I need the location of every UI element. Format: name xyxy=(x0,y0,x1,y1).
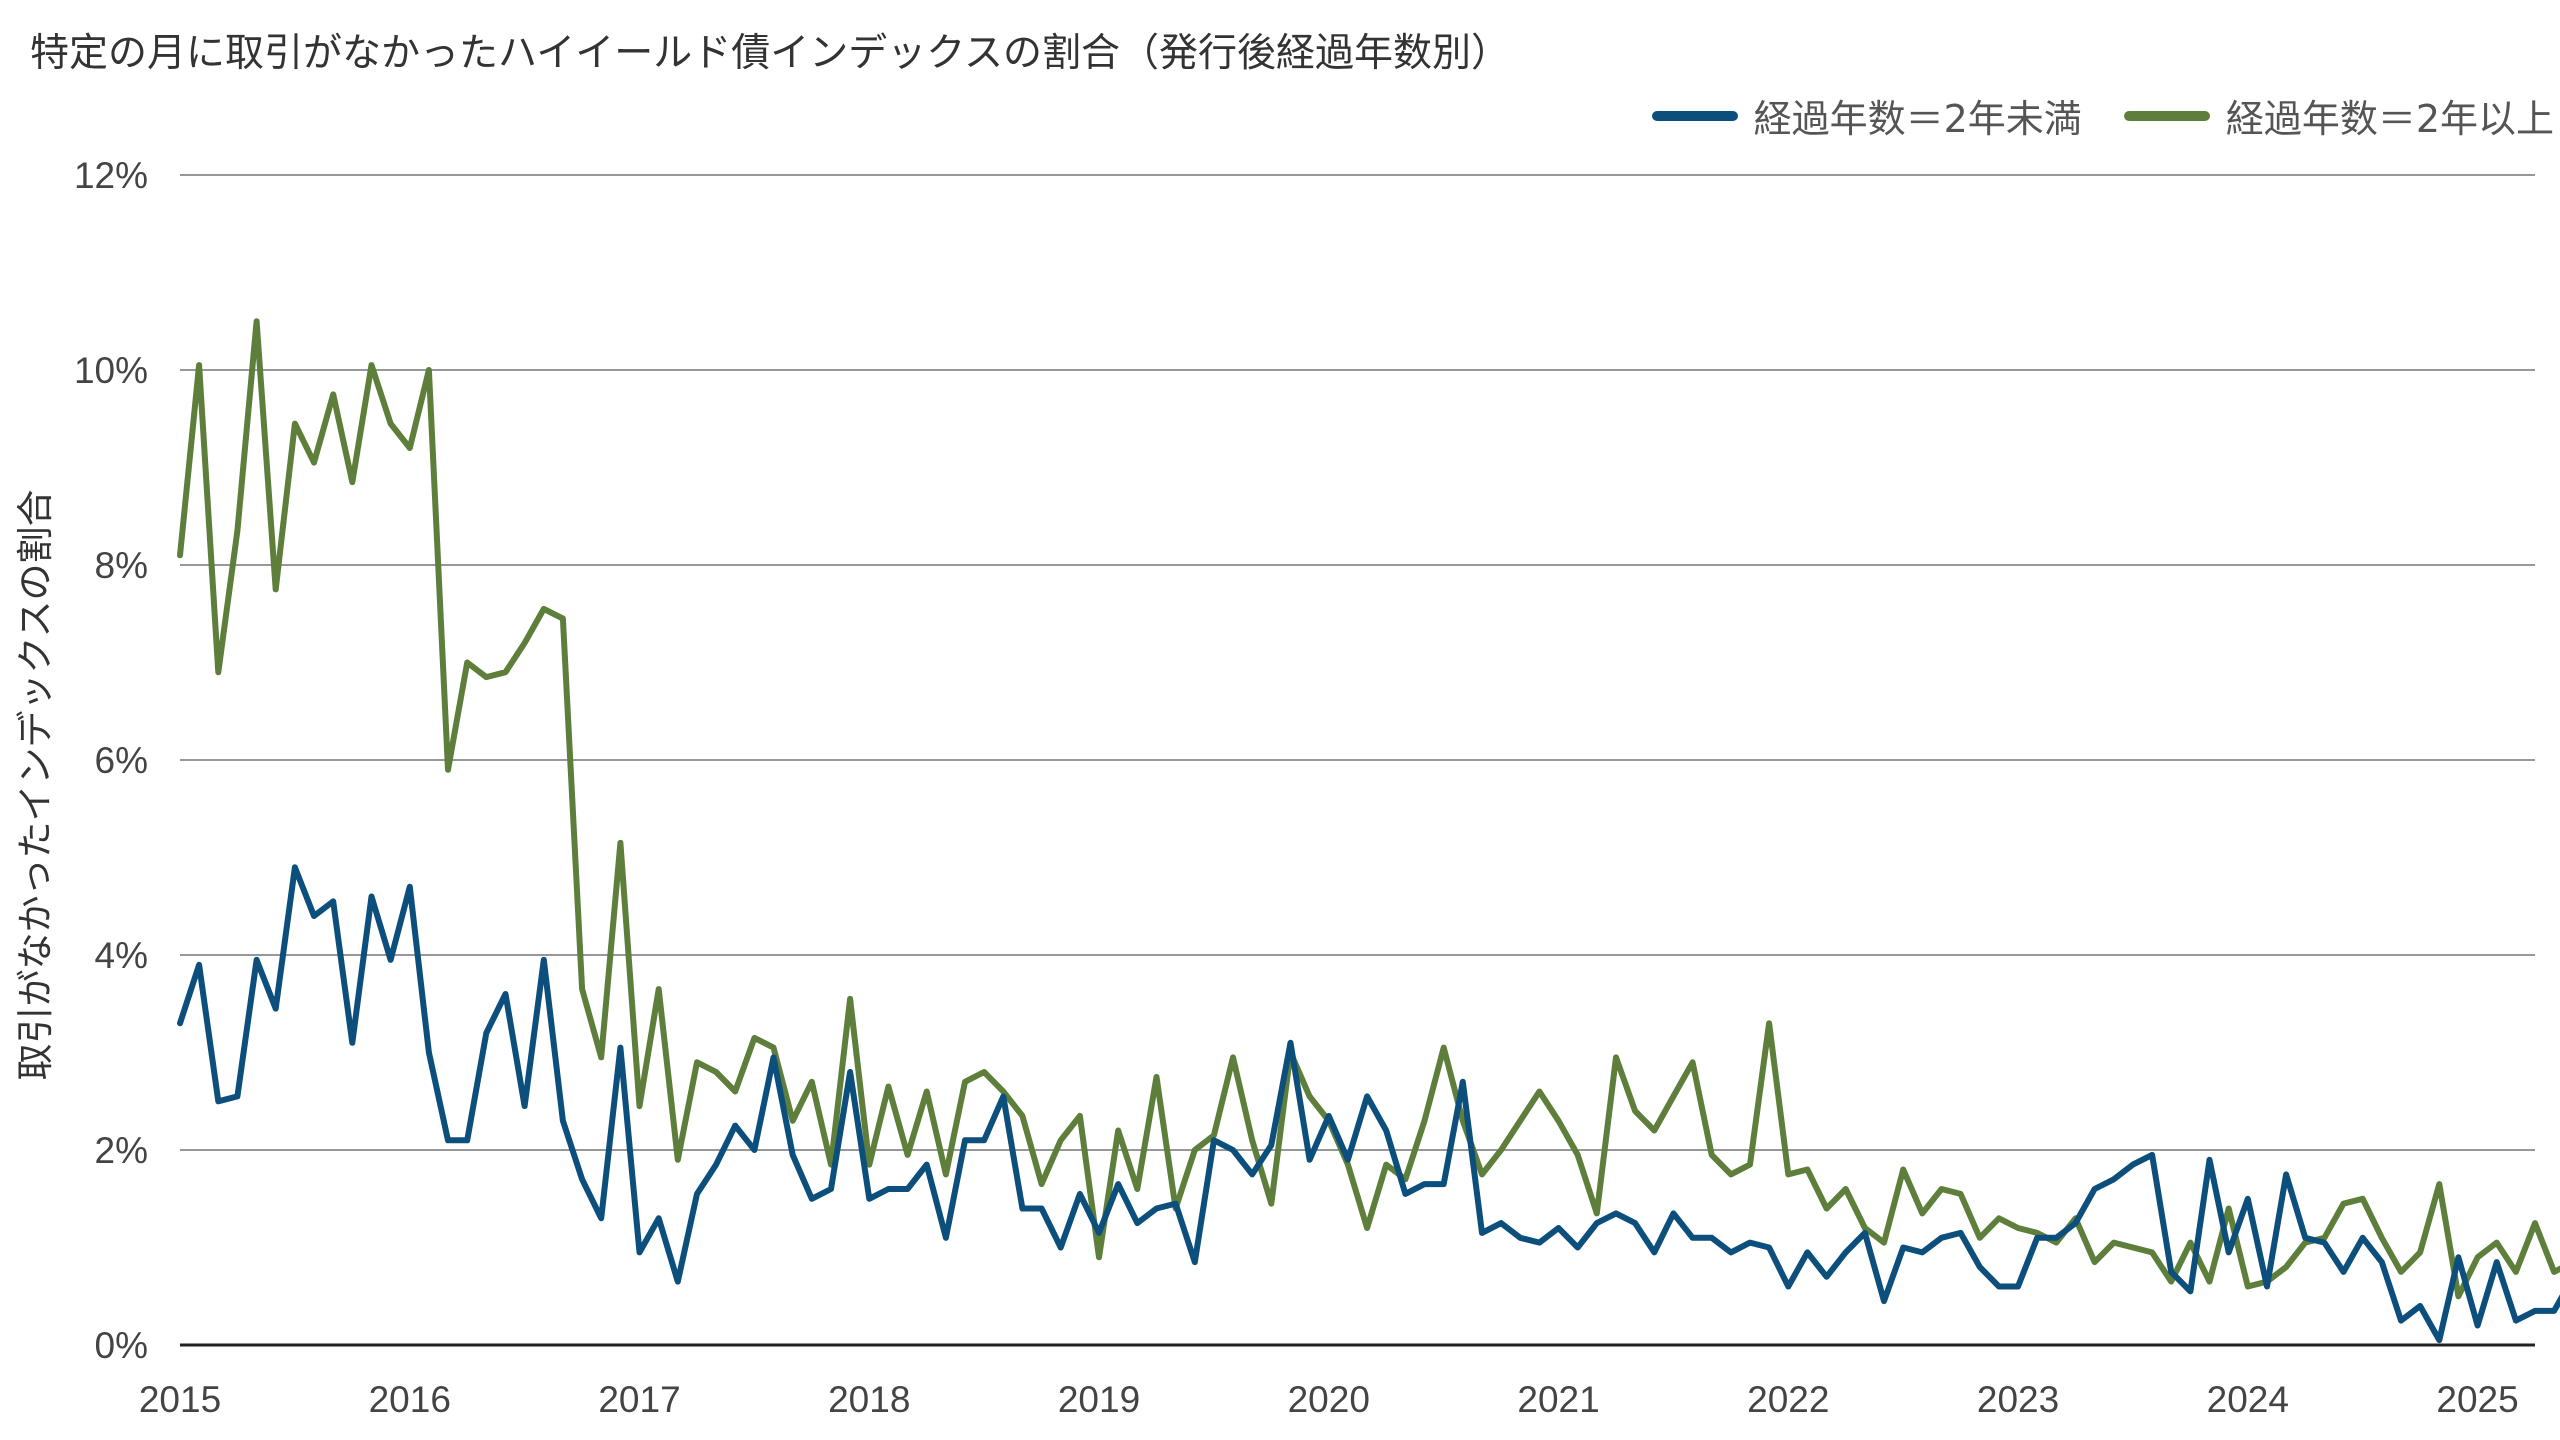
x-tick-label: 2015 xyxy=(139,1379,221,1420)
legend-item-over-2y: 経過年数＝2年以上 xyxy=(2123,88,2554,143)
x-tick-label: 2025 xyxy=(2436,1379,2518,1420)
y-tick-label: 8% xyxy=(95,545,148,586)
y-tick-labels: 0% 2% 4% 6% 8% 10% 12% xyxy=(74,155,148,1366)
series-layer xyxy=(177,318,2560,1344)
grid-layer xyxy=(180,174,2535,1347)
legend-item-under-2y: 経過年数＝2年未満 xyxy=(1651,88,2082,143)
x-tick-label: 2022 xyxy=(1747,1379,1829,1420)
y-tick-label: 12% xyxy=(74,155,148,196)
legend-label-under-2y: 経過年数＝2年未満 xyxy=(1753,97,2082,141)
legend-swatch-over-2y xyxy=(2123,110,2210,121)
x-tick-label: 2020 xyxy=(1288,1379,1370,1420)
y-tick-label: 0% xyxy=(95,1325,148,1366)
chart-legend: 経過年数＝2年未満 経過年数＝2年以上 xyxy=(1610,88,2554,143)
series-line-under-2y xyxy=(177,864,2560,1344)
y-tick-label: 4% xyxy=(95,935,148,976)
series-line-over-2y xyxy=(177,318,2560,1300)
x-tick-label: 2019 xyxy=(1058,1379,1140,1420)
legend-swatch-under-2y xyxy=(1651,110,1738,121)
x-tick-label: 2016 xyxy=(369,1379,451,1420)
x-tick-labels: 2015 2016 2017 2018 2019 2020 2021 2022 2023 2024… xyxy=(139,1379,2519,1420)
x-tick-label: 2017 xyxy=(598,1379,680,1420)
x-tick-label: 2023 xyxy=(1977,1379,2059,1420)
legend-label-over-2y: 経過年数＝2年以上 xyxy=(2225,97,2554,141)
x-tick-label: 2024 xyxy=(2207,1379,2289,1420)
x-tick-label: 2018 xyxy=(828,1379,910,1420)
x-tick-label: 2021 xyxy=(1517,1379,1599,1420)
chart-title: 特定の月に取引がなかったハイイールド債インデックスの割合（発行後経過年数別） xyxy=(30,31,1511,76)
y-tick-label: 10% xyxy=(74,350,148,391)
y-tick-label: 2% xyxy=(95,1130,148,1171)
y-axis-title: 取引がなかったインデックスの割合 xyxy=(14,490,57,1081)
y-tick-label: 6% xyxy=(95,740,148,781)
